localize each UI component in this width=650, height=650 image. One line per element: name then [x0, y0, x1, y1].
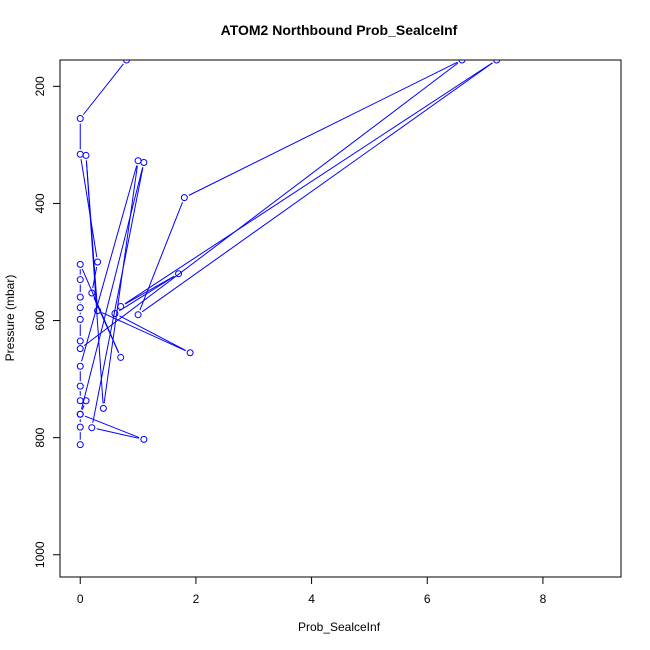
data-point [180, 194, 188, 202]
chart-title: ATOM2 Northbound Prob_SealceInf [221, 22, 458, 38]
series-segment [80, 159, 98, 258]
data-point [76, 115, 84, 123]
data-point [76, 260, 84, 268]
data-point [117, 353, 125, 361]
series-segment [141, 62, 493, 313]
series-segment [96, 428, 140, 439]
y-tick-label: 400 [33, 193, 47, 213]
data-point [82, 151, 90, 159]
x-tick-label: 2 [193, 592, 200, 606]
x-tick-label: 4 [308, 592, 315, 606]
series-segment [124, 275, 175, 305]
data-series [76, 60, 501, 449]
series-segment [93, 297, 120, 354]
data-point [111, 310, 119, 318]
y-tick-label: 1000 [33, 541, 47, 568]
data-point [76, 382, 84, 390]
series-segment [84, 415, 140, 439]
series-segment [103, 165, 138, 404]
series-segment [81, 165, 138, 362]
data-point [88, 424, 96, 432]
data-point [140, 158, 148, 166]
data-point [123, 60, 131, 64]
data-point [76, 362, 84, 370]
x-tick-label: 8 [540, 592, 547, 606]
data-point [134, 157, 142, 165]
x-tick-label: 6 [424, 592, 431, 606]
data-point [94, 258, 102, 266]
data-point [76, 276, 84, 284]
x-axis-label: Prob_SealceInf [298, 620, 381, 634]
data-point [493, 60, 501, 64]
data-point [458, 60, 466, 64]
data-point [186, 349, 194, 357]
series-segment [92, 266, 98, 289]
data-point [99, 404, 107, 412]
y-tick-label: 800 [33, 427, 47, 447]
y-axis: 200 400 600 800 1000 [33, 76, 61, 568]
series-segment [82, 63, 124, 115]
data-point [76, 410, 84, 418]
series-segment [83, 62, 459, 347]
data-point [76, 345, 84, 353]
series-segment [188, 61, 458, 196]
data-point [140, 435, 148, 443]
data-point [175, 270, 183, 278]
x-tick-label: 0 [77, 592, 84, 606]
data-point [76, 304, 84, 312]
series-segment [124, 62, 493, 305]
data-point [76, 441, 84, 449]
series-segment [85, 160, 98, 306]
data-point [134, 311, 142, 319]
y-axis-label: Pressure (mbar) [3, 275, 17, 362]
data-point [117, 302, 125, 310]
data-point [94, 307, 102, 315]
plot-area-frame [59, 59, 622, 578]
y-tick-label: 200 [33, 76, 47, 96]
x-axis: 0 2 4 6 8 [77, 576, 547, 606]
y-tick-label: 600 [33, 310, 47, 330]
data-point [76, 423, 84, 431]
series-segment [101, 312, 186, 352]
series-segment [119, 315, 186, 351]
data-point [76, 315, 84, 323]
data-point [88, 289, 96, 297]
series-segment [81, 405, 85, 410]
series-segment [80, 167, 144, 410]
data-point [76, 293, 84, 301]
data-point [76, 397, 84, 405]
data-point [76, 337, 84, 345]
data-point [76, 150, 84, 158]
series-segment [139, 202, 183, 311]
